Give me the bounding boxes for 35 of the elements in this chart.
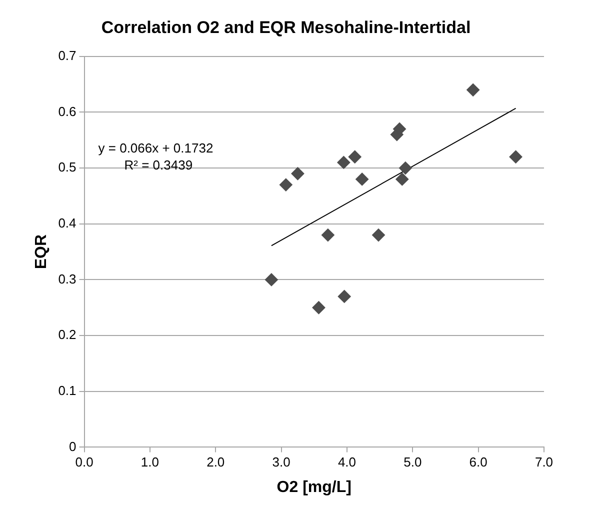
point [398,162,412,175]
point [466,83,480,96]
x-tick-label: 7.0 [534,454,554,470]
x-tick-label: 6.0 [469,454,488,470]
point [509,150,522,164]
point [291,167,304,180]
y-tick-label: 0.3 [58,271,76,286]
x-axis-title: O2 [mg/L] [276,478,352,496]
y-axis-title: EQR [33,234,50,270]
y-tick-label: 0.5 [58,160,76,175]
point [312,301,326,314]
y-tick-label: 0.4 [58,215,76,230]
y-tick-label: 0.6 [58,104,76,119]
point [356,172,369,186]
y-tick-label: 0.2 [58,327,76,342]
point [348,150,362,164]
y-tick-label: 0.1 [58,382,76,398]
x-tick-label: 0.0 [75,454,94,470]
y-tick-label: 0.7 [58,48,76,63]
point [396,172,409,186]
point [372,228,385,242]
point [279,178,292,192]
chart-title: Correlation O2 and EQR Mesohaline-Intertidal [101,18,471,37]
annotation: R² = 0.3439 [124,157,193,172]
point [337,156,350,169]
x-tick-label: 1.0 [140,454,159,470]
x-tick-label: 5.0 [404,454,422,470]
point [264,273,278,286]
y-tick-label: 0 [69,438,76,454]
x-tick-label: 4.0 [338,454,356,470]
annotation: y = 0.066x + 0.1732 [98,140,214,156]
x-tick-label: 2.0 [206,454,225,470]
point [338,290,351,303]
point [321,228,334,242]
x-tick-label: 3.0 [272,454,290,470]
